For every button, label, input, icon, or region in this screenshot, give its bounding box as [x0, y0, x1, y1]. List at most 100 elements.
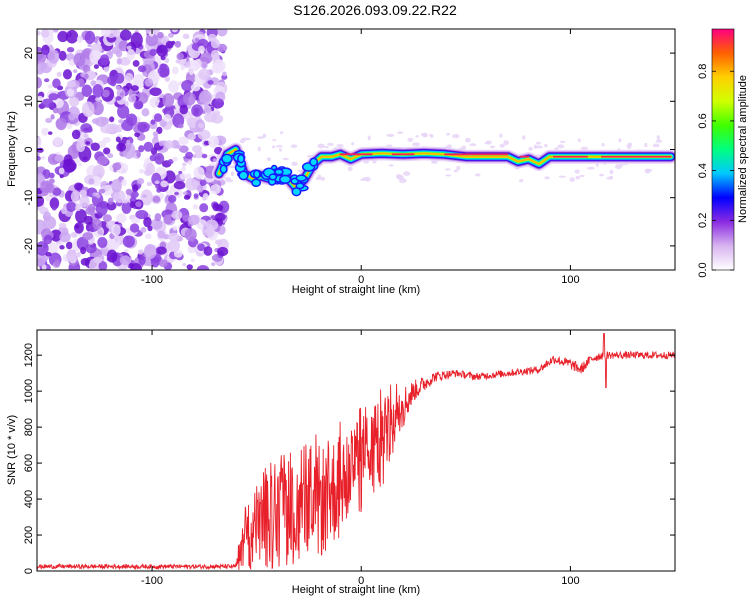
spectrogram-y-tick-label: -20: [23, 238, 35, 254]
noise-blob: [65, 29, 79, 44]
spectrogram-noise-field: [37, 29, 669, 270]
noise-blob: [73, 52, 86, 67]
noise-blob: [190, 258, 195, 263]
noise-blob: [156, 126, 163, 135]
noise-blob: [102, 214, 112, 223]
noise-blob: [40, 155, 46, 160]
noise-blob: [45, 182, 55, 194]
noise-blob: [155, 246, 167, 255]
noise-blob: [58, 167, 65, 175]
noise-blob: [217, 246, 229, 257]
snr-x-tick-label: 100: [561, 575, 579, 587]
spectrogram-y-tick-label: -10: [23, 190, 35, 206]
noise-blob: [140, 226, 147, 233]
spectrogram-x-tick-label: 100: [561, 274, 579, 286]
faint-blob: [453, 169, 459, 173]
noise-blob: [106, 238, 117, 251]
noise-blob: [53, 136, 63, 147]
noise-blob: [54, 259, 61, 268]
noise-blob: [138, 255, 146, 266]
noise-blob: [37, 241, 49, 256]
snr-x-ticks: -100 0 100: [141, 330, 580, 587]
noise-blob: [42, 211, 52, 222]
noise-blob: [48, 93, 59, 101]
noise-blob: [37, 147, 44, 153]
noise-blob: [52, 187, 62, 196]
noise-blob: [107, 197, 114, 205]
noise-blob: [187, 160, 193, 165]
noise-blob: [107, 75, 116, 86]
noise-blob: [115, 85, 121, 90]
faint-blob: [239, 139, 246, 144]
noise-blob: [145, 162, 156, 175]
faint-blob: [446, 132, 450, 136]
noise-blob: [174, 191, 180, 196]
noise-blob: [122, 235, 135, 248]
faint-blob: [575, 175, 580, 180]
ridge-blob: [253, 169, 261, 179]
noise-blob: [102, 147, 111, 155]
noise-blob: [65, 241, 73, 250]
noise-blob: [200, 61, 208, 69]
faint-blob: [655, 139, 663, 143]
noise-blob: [37, 136, 42, 147]
snr-y-tick-label: 600: [23, 454, 35, 472]
faint-blob: [367, 135, 371, 141]
faint-blob: [465, 137, 471, 143]
noise-blob: [102, 136, 112, 143]
noise-blob: [134, 132, 141, 138]
noise-blob: [135, 201, 142, 208]
noise-blob: [80, 258, 90, 266]
noise-blob: [85, 206, 98, 216]
faint-blob: [351, 142, 355, 146]
faint-blob: [320, 176, 325, 181]
spectrogram-x-axis-label: Height of straight line (km): [292, 284, 420, 296]
noise-blob: [182, 33, 190, 40]
noise-blob: [119, 253, 124, 257]
noise-blob: [181, 165, 187, 172]
noise-blob: [168, 194, 177, 203]
noise-blob: [124, 248, 129, 253]
faint-blob: [278, 148, 283, 152]
ridge-blob: [268, 173, 278, 181]
faint-blob: [407, 137, 414, 142]
noise-blob: [66, 88, 75, 97]
noise-blob: [198, 68, 211, 81]
faint-blob: [522, 135, 526, 140]
noise-blob: [143, 244, 157, 260]
noise-blob: [75, 208, 87, 224]
spectrogram-y-axis-label: Frequency (Hz): [6, 111, 18, 187]
faint-blob: [489, 145, 496, 149]
ridge-blob: [279, 174, 292, 184]
noise-blob: [191, 104, 203, 117]
noise-blob: [199, 90, 212, 104]
noise-blob: [137, 121, 150, 133]
noise-blob: [81, 84, 93, 97]
faint-blob: [456, 165, 461, 171]
noise-blob: [159, 67, 170, 78]
noise-blob: [112, 162, 122, 171]
noise-blob: [202, 228, 213, 237]
noise-blob: [171, 66, 179, 75]
noise-blob: [59, 245, 65, 250]
faint-blob: [403, 171, 411, 176]
spectrogram-x-ticks: -100 0 100: [141, 29, 580, 286]
noise-blob: [79, 132, 90, 140]
faint-blob: [599, 173, 605, 177]
faint-blob: [544, 143, 548, 148]
noise-blob: [100, 29, 111, 38]
faint-blob: [396, 174, 402, 179]
noise-blob: [138, 145, 145, 153]
noise-blob: [158, 141, 164, 147]
noise-blob: [111, 178, 122, 193]
noise-blob: [207, 246, 213, 253]
noise-blob: [140, 189, 153, 206]
noise-blob: [149, 97, 160, 108]
noise-blob: [47, 49, 60, 64]
noise-blob: [37, 30, 41, 36]
faint-blob: [536, 145, 543, 149]
ridge-blob: [237, 153, 245, 164]
faint-blob: [601, 143, 605, 147]
ridge-blob: [251, 178, 262, 188]
noise-blob: [175, 59, 181, 64]
